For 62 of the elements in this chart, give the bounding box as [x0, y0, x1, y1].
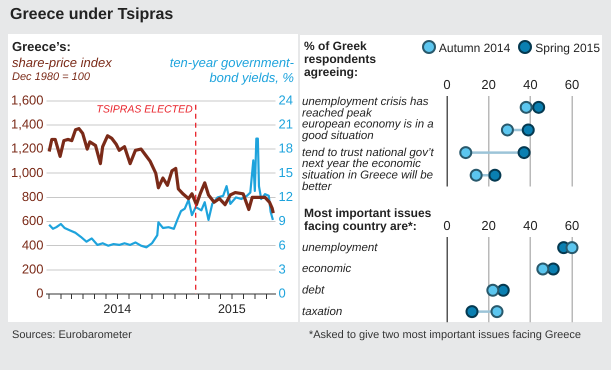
y2-tick-label: 3: [278, 261, 286, 276]
y2-tick-label: 18: [278, 140, 294, 156]
point: [522, 123, 535, 136]
y2-axis-title: ten-year government-bond yields, %: [168, 55, 294, 85]
y2-tick-label: 24: [278, 92, 294, 108]
y2-tick-label: 12: [278, 188, 294, 204]
y-tick-label: economic: [302, 263, 352, 276]
x-tick-label: 0: [443, 76, 451, 92]
point: [470, 168, 483, 182]
y2-tick-label: 15: [278, 164, 294, 180]
chart-subtitle: Greece’s:: [12, 39, 71, 54]
point: [486, 284, 500, 297]
x-tick-label: 60: [564, 218, 580, 233]
y2-tick-label: 21: [278, 116, 294, 132]
chart-title: Most important issues facing country are*:: [304, 206, 432, 233]
y-tick-label: 600: [22, 213, 44, 228]
x-tick-label: 40: [523, 76, 538, 92]
text: *Asked to give two most important issues facing Greece: [308, 329, 581, 341]
y-tick-label: next year the economic situation in Greece will be better: [302, 158, 434, 193]
point: [488, 168, 502, 182]
y-tick-label: unemployment: [302, 242, 378, 254]
x-tick-label: 0: [443, 218, 451, 233]
y-tick-label: 400: [22, 237, 44, 252]
point: [520, 100, 533, 114]
point: [459, 146, 472, 160]
y-axis-title: share-price index: [12, 55, 112, 70]
x-tick-label: 40: [523, 218, 538, 233]
y-tick-label: 200: [22, 261, 44, 276]
ref-line-label: TSIPRAS ELECTED: [96, 104, 194, 116]
chart-title: Greece under Tsipras: [10, 6, 174, 24]
text: % of Greek respondents agreeing:: [304, 39, 378, 79]
legend-label: Autumn 2014: [438, 41, 510, 55]
y2-tick-label: 9: [278, 213, 286, 228]
text: Dec 1980 = 100: [12, 71, 90, 83]
x-tick-label: 2014: [103, 302, 132, 316]
y2-tick-label: 0: [278, 286, 286, 301]
point: [466, 305, 478, 318]
y2-tick-label: 6: [278, 237, 286, 252]
y-tick-label: taxation: [302, 306, 342, 318]
y-tick-label: european economy is in a good situation: [302, 118, 434, 142]
source-note: Sources: Eurobarometer: [12, 329, 132, 341]
legend-label: Spring 2015: [535, 41, 600, 55]
point: [566, 241, 578, 254]
y-tick-label: 800: [22, 188, 44, 204]
y-tick-label: 1,600: [10, 92, 44, 108]
point: [518, 146, 531, 160]
point: [496, 284, 510, 297]
y-tick-label: 1,400: [10, 116, 44, 132]
y-tick-label: 1,000: [10, 164, 44, 180]
point: [490, 305, 504, 318]
x-tick-label: 2015: [218, 302, 246, 316]
y-tick-label: 1,200: [10, 140, 44, 156]
x-tick-label: 20: [481, 218, 496, 233]
x-tick-label: 20: [481, 76, 496, 92]
point: [536, 262, 550, 276]
y-tick-label: tend to trust national gov’t: [302, 146, 434, 159]
point: [532, 100, 546, 114]
y-tick-label: 0: [36, 286, 44, 301]
x-tick-label: 60: [564, 76, 580, 92]
y-tick-label: debt: [302, 284, 326, 296]
point: [546, 262, 560, 276]
point: [500, 123, 514, 136]
